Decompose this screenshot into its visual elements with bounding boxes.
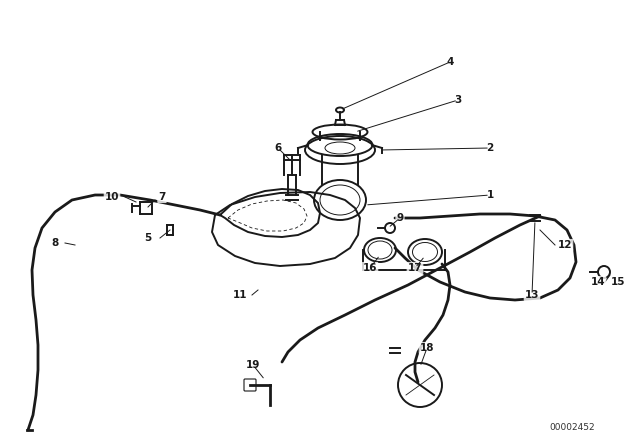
Text: 00002452: 00002452 (549, 423, 595, 432)
Circle shape (398, 363, 442, 407)
Text: 8: 8 (51, 238, 59, 248)
Text: 3: 3 (454, 95, 461, 105)
Text: 4: 4 (446, 57, 454, 67)
Text: 18: 18 (420, 343, 435, 353)
Text: 5: 5 (145, 233, 152, 243)
Text: 12: 12 (557, 240, 572, 250)
Ellipse shape (413, 242, 438, 262)
Text: 11: 11 (233, 290, 247, 300)
Ellipse shape (408, 239, 442, 265)
Text: 1: 1 (486, 190, 493, 200)
Text: 7: 7 (158, 192, 166, 202)
Text: 10: 10 (105, 192, 119, 202)
FancyBboxPatch shape (244, 379, 256, 391)
Text: 15: 15 (611, 277, 625, 287)
Text: 19: 19 (246, 360, 260, 370)
Text: 17: 17 (408, 263, 422, 273)
Text: 13: 13 (525, 290, 540, 300)
Text: 9: 9 (396, 213, 404, 223)
Text: 2: 2 (486, 143, 493, 153)
Text: 14: 14 (591, 277, 605, 287)
Ellipse shape (368, 241, 392, 259)
Text: 6: 6 (275, 143, 282, 153)
Text: 16: 16 (363, 263, 377, 273)
Ellipse shape (364, 238, 396, 262)
